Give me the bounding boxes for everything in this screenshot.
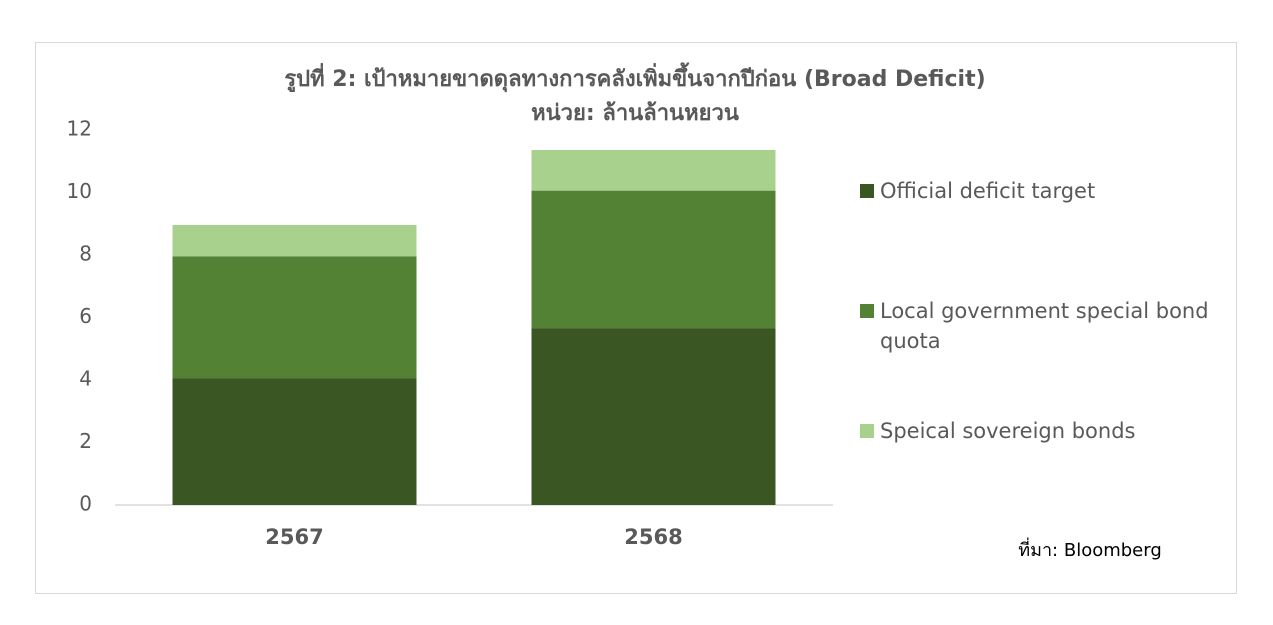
- bar-segment: [172, 378, 417, 505]
- bar-segment: [172, 256, 417, 379]
- source: ที่มา: Bloomberg: [1018, 537, 1162, 561]
- y-tick-label: 0: [79, 492, 92, 516]
- x-tick-label: 2568: [624, 525, 682, 549]
- legend-item: Official deficit target: [860, 176, 1250, 206]
- chart-title: รูปที่ 2: เป้าหมายขาดดุลทางการคลังเพิ่มข…: [284, 62, 985, 93]
- y-tick-label: 8: [79, 242, 92, 266]
- legend-label: Speical sovereign bonds: [880, 419, 1136, 443]
- y-tick-label: 6: [79, 304, 92, 328]
- legend-label: Official deficit target: [880, 179, 1096, 203]
- y-tick-label: 4: [79, 367, 92, 391]
- bar-segment: [531, 190, 776, 329]
- x-tick-label: 2567: [265, 525, 323, 549]
- legend-swatch: [860, 424, 874, 438]
- y-tick-label: 10: [67, 179, 92, 203]
- legend-item: Local government special bond quota: [860, 296, 1250, 356]
- bar-segment: [531, 328, 776, 505]
- y-tick-label: 12: [67, 117, 92, 141]
- y-tick-label: 2: [79, 429, 92, 453]
- chart-border: [35, 42, 1237, 594]
- legend-label: Local government special bond quota: [880, 299, 1209, 353]
- chart-subtitle: หน่วย: ล้านล้านหยวน: [531, 101, 739, 126]
- bar-segment: [172, 225, 417, 257]
- bar-segment: [531, 150, 776, 191]
- legend-item: Speical sovereign bonds: [860, 416, 1250, 446]
- legend-swatch: [860, 304, 874, 318]
- legend-swatch: [860, 184, 874, 198]
